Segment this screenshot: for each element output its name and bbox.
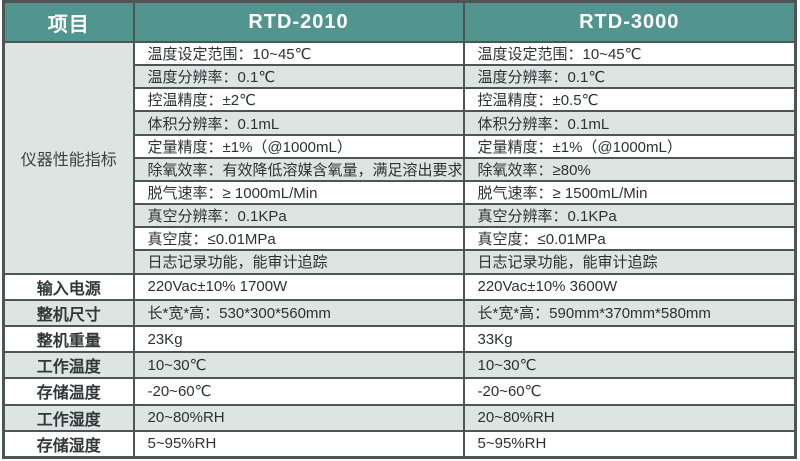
perf-cell-rtd3000: 真空度：≤0.01MPa: [462, 226, 797, 252]
perf-cell-rtd3000: 温度设定范围：10~45℃: [462, 40, 797, 67]
perf-cell-rtd3000: 脱气速率：≥ 1500mL/Min: [462, 179, 797, 206]
table-row: 日志记录功能，能审计追踪 日志记录功能，能审计追踪: [3, 249, 797, 275]
table-row: 体积分辨率：0.1mL 体积分辨率：0.1mL: [3, 110, 797, 136]
table-row: 整机尺寸 长*宽*高：530*300*560mm 长*宽*高：590mm*370…: [2, 298, 797, 327]
spec-cell-rtd2010: -20~60℃: [132, 377, 465, 406]
row-label-storage-temp: 存储温度: [2, 377, 135, 406]
perf-cell-rtd3000: 体积分辨率：0.1mL: [462, 110, 797, 136]
spec-cell-rtd3000: 33Kg: [462, 324, 797, 354]
perf-cell-rtd2010: 真空度：≤0.01MPa: [132, 226, 465, 252]
row-label-dimensions: 整机尺寸: [2, 298, 135, 327]
row-label-power: 输入电源: [2, 272, 135, 301]
perf-cell-rtd2010: 控温精度：±2℃: [132, 87, 465, 113]
col-header-rtd2010: RTD-2010: [132, 0, 465, 43]
spec-cell-rtd2010: 23Kg: [132, 324, 465, 354]
spec-cell-rtd2010: 5~95%RH: [132, 429, 465, 459]
spec-cell-rtd3000: 长*宽*高：590mm*370mm*580mm: [462, 298, 797, 327]
header-row: 项目 RTD-2010 RTD-3000: [2, 0, 797, 43]
perf-cell-rtd2010: 日志记录功能，能审计追踪: [132, 249, 465, 275]
perf-cell-rtd2010: 温度分辨率：0.1℃: [132, 64, 465, 90]
table-row: 存储湿度 5~95%RH 5~95%RH: [2, 429, 797, 459]
col-header-item: 项目: [2, 0, 135, 43]
perf-cell-rtd2010: 定量精度：±1%（@1000mL）: [132, 133, 465, 159]
perf-cell-rtd3000: 定量精度：±1%（@1000mL）: [462, 133, 797, 159]
table-row: 输入电源 220Vac±10% 1700W 220Vac±10% 3600W: [2, 272, 797, 301]
table-row: 存储温度 -20~60℃ -20~60℃: [2, 377, 797, 406]
spec-cell-rtd3000: 20~80%RH: [462, 403, 797, 432]
row-label-working-temp: 工作温度: [2, 351, 135, 380]
perf-cell-rtd3000: 控温精度：±0.5℃: [462, 87, 797, 113]
perf-cell-rtd2010: 体积分辨率：0.1mL: [132, 110, 465, 136]
perf-cell-rtd2010: 真空分辨率：0.1KPa: [132, 203, 465, 229]
spec-cell-rtd3000: 220Vac±10% 3600W: [462, 272, 797, 301]
spec-cell-rtd2010: 20~80%RH: [132, 403, 465, 432]
perf-cell-rtd3000: 除氧效率：≥80%: [462, 156, 797, 182]
table-row: 工作温度 10~30℃ 10~30℃: [2, 351, 797, 380]
spec-cell-rtd3000: 10~30℃: [462, 351, 797, 380]
spec-cell-rtd2010: 长*宽*高：530*300*560mm: [132, 298, 465, 327]
row-label-weight: 整机重量: [2, 324, 135, 354]
table-row: 仪器性能指标 温度设定范围：10~45℃ 温度设定范围：10~45℃: [2, 40, 797, 275]
perf-cell-rtd2010: 除氧效率：有效降低溶媒含氧量，满足溶出要求: [132, 156, 465, 182]
table-row: 定量精度：±1%（@1000mL） 定量精度：±1%（@1000mL）: [3, 133, 797, 159]
spec-cell-rtd2010: 220Vac±10% 1700W: [132, 272, 465, 301]
row-label-working-humidity: 工作湿度: [2, 403, 135, 432]
spec-cell-rtd2010: 10~30℃: [132, 351, 465, 380]
perf-cell-rtd2010: 温度设定范围：10~45℃: [132, 40, 465, 67]
table-row: 脱气速率：≥ 1000mL/Min 脱气速率：≥ 1500mL/Min: [3, 179, 797, 206]
group-label-performance: 仪器性能指标: [2, 41, 135, 275]
table-row: 温度分辨率：0.1℃ 温度分辨率：0.1℃: [3, 64, 797, 90]
table-row: 控温精度：±2℃ 控温精度：±0.5℃: [3, 87, 797, 113]
spec-cell-rtd3000: -20~60℃: [462, 377, 797, 406]
table-row: 工作湿度 20~80%RH 20~80%RH: [2, 403, 797, 432]
table-row: 真空分辨率：0.1KPa 真空分辨率：0.1KPa: [3, 203, 797, 229]
col-header-rtd3000: RTD-3000: [462, 0, 797, 43]
spec-cell-rtd3000: 5~95%RH: [462, 429, 797, 459]
perf-cell-rtd3000: 真空分辨率：0.1KPa: [462, 203, 797, 229]
row-label-storage-humidity: 存储湿度: [2, 429, 135, 459]
table-row: 真空度：≤0.01MPa 真空度：≤0.01MPa: [3, 226, 797, 252]
table-row: 整机重量 23Kg 33Kg: [2, 324, 797, 354]
perf-cell-rtd2010: 脱气速率：≥ 1000mL/Min: [132, 179, 465, 206]
table-row: 除氧效率：有效降低溶媒含氧量，满足溶出要求 除氧效率：≥80%: [3, 156, 797, 182]
perf-cell-rtd3000: 日志记录功能，能审计追踪: [462, 249, 797, 275]
perf-cell-rtd3000: 温度分辨率：0.1℃: [462, 64, 797, 90]
